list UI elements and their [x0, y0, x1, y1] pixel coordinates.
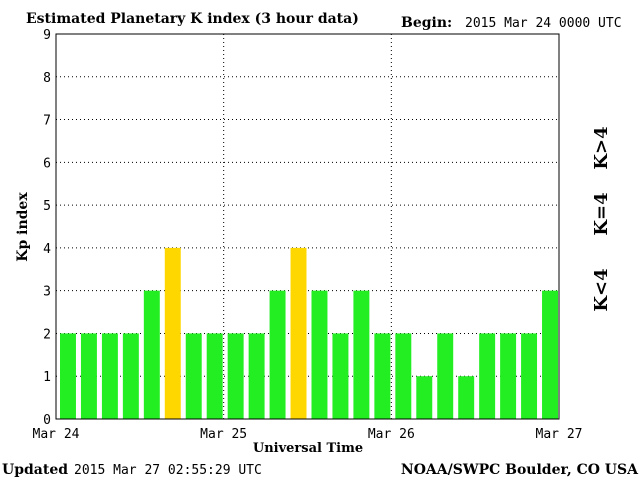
kp-bar: [269, 290, 286, 419]
y-tick-label: 9: [43, 28, 51, 43]
x-tick-label: Mar 25: [200, 427, 247, 442]
kp-bar: [101, 333, 118, 419]
kp-bar: [458, 376, 475, 419]
kp-bar: [353, 290, 370, 419]
y-tick-label: 0: [43, 413, 51, 428]
y-tick-label: 5: [43, 199, 51, 214]
kp-bar: [227, 333, 244, 419]
kp-bar: [206, 333, 223, 419]
kp-bar: [80, 333, 97, 419]
kp-bar: [248, 333, 265, 419]
begin-value: 2015 Mar 24 0000 UTC: [465, 16, 622, 31]
y-tick-label: 2: [43, 327, 51, 342]
legend-k-equal-4: K=4: [591, 192, 612, 235]
y-tick-label: 8: [43, 71, 51, 86]
plot-frame: [55, 33, 560, 420]
kp-bar: [164, 247, 181, 419]
kp-bar: [311, 290, 328, 419]
kp-bar: [60, 333, 76, 419]
x-tick-labels: Mar 24 Mar 25 Mar 26 Mar 27: [33, 427, 583, 442]
kp-bar: [143, 290, 160, 419]
x-tick-label: Mar 24: [33, 427, 80, 442]
chart-title: Estimated Planetary K index (3 hour data…: [26, 11, 359, 27]
begin-label: Begin:: [401, 15, 452, 31]
x-tick-label: Mar 26: [368, 427, 415, 442]
y-tick-label: 3: [43, 285, 51, 300]
legend-k-below-4: K<4: [591, 268, 612, 311]
y-tick-label: 4: [43, 242, 51, 257]
y-axis-label: Kp index: [15, 192, 31, 262]
credit-text: NOAA/SWPC Boulder, CO USA: [401, 462, 639, 478]
kp-bar: [416, 376, 433, 419]
kp-bar: [395, 333, 412, 419]
bar-series: [60, 247, 558, 419]
kp-bar: [332, 333, 349, 419]
kp-bar: [185, 333, 202, 419]
updated-value: 2015 Mar 27 02:55:29 UTC: [74, 463, 262, 478]
y-tick-label: 1: [43, 370, 51, 385]
y-tick-label: 7: [43, 114, 51, 129]
kp-bar: [290, 247, 307, 419]
kp-bar: [521, 333, 538, 419]
grid: [56, 34, 559, 419]
x-axis-label: Universal Time: [253, 441, 363, 456]
kp-bar: [500, 333, 517, 419]
kp-bar: [122, 333, 139, 419]
kp-bar: [542, 290, 558, 419]
y-tick-labels: 0 1 2 3 4 5 6 7 8 9: [43, 28, 51, 428]
y-tick-label: 6: [43, 156, 51, 171]
kp-bar: [374, 333, 391, 419]
updated-label: Updated: [2, 462, 68, 478]
kp-bar: [437, 333, 454, 419]
kp-bar: [479, 333, 496, 419]
x-tick-label: Mar 27: [536, 427, 583, 442]
legend-k-above-4: K>4: [591, 126, 612, 169]
